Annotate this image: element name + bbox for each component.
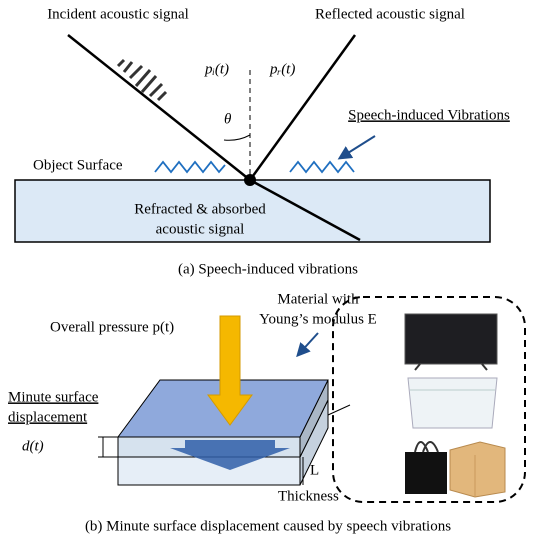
label: Object Surface bbox=[33, 157, 123, 173]
vibration-zigzag bbox=[155, 162, 225, 172]
caption: (b) Minute surface displacement caused b… bbox=[85, 518, 451, 534]
label: Incident acoustic signal bbox=[47, 6, 189, 22]
reflected-ray bbox=[250, 35, 355, 180]
label: Reflected acoustic signal bbox=[315, 6, 465, 22]
leader bbox=[328, 405, 350, 415]
box-icon bbox=[450, 442, 505, 497]
label: Minute surface bbox=[8, 389, 99, 405]
label: acoustic signal bbox=[156, 221, 245, 237]
math-label: θ bbox=[224, 111, 232, 127]
label: displacement bbox=[8, 409, 88, 425]
tv-icon bbox=[405, 314, 497, 370]
label: Speech-induced Vibrations bbox=[348, 107, 510, 123]
label: Overall pressure p(t) bbox=[50, 319, 174, 335]
pointer-arrow bbox=[340, 136, 375, 158]
container-icon bbox=[408, 378, 497, 428]
math-label: pᵢ(t) bbox=[204, 61, 229, 77]
diagram: Incident acoustic signal Reflected acous… bbox=[0, 0, 536, 543]
pointer-arrow bbox=[298, 333, 318, 355]
angle-arc bbox=[224, 135, 250, 140]
math-label: d(t) bbox=[22, 438, 44, 454]
math-label: pᵣ(t) bbox=[269, 61, 295, 77]
label: L bbox=[310, 462, 319, 478]
caption: (a) Speech-induced vibrations bbox=[178, 261, 358, 277]
vibration-zigzag bbox=[290, 162, 354, 172]
label: Thickness bbox=[278, 488, 339, 504]
label: Material with bbox=[277, 291, 359, 307]
label: Young’s modulus E bbox=[259, 311, 377, 327]
bag-icon bbox=[405, 442, 447, 494]
label: Refracted & absorbed bbox=[134, 201, 266, 217]
incidence-point bbox=[244, 174, 256, 186]
